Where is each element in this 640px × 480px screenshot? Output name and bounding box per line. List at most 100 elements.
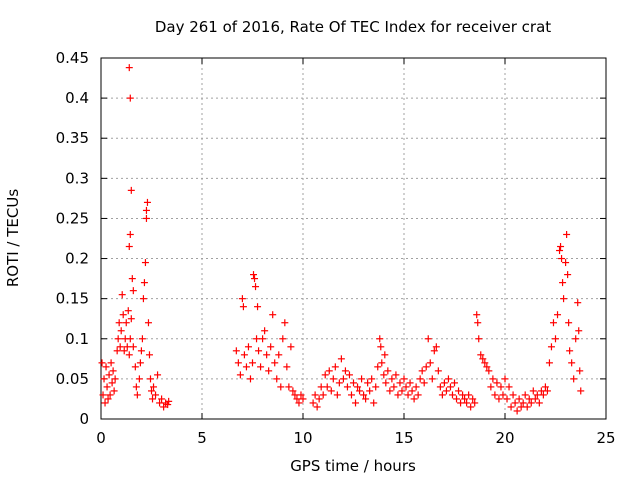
data-point [386,387,394,395]
data-point [404,391,412,399]
data-point [142,214,150,222]
data-point [127,186,135,194]
data-point [249,359,256,367]
data-point [406,379,414,387]
data-point [142,206,150,214]
y-tick-label: 0.1 [65,330,89,348]
data-point [137,347,145,355]
data-point [115,319,123,327]
data-point [562,259,570,267]
data-point [321,371,329,379]
data-point [491,391,499,399]
data-point [119,311,127,319]
data-point [511,399,519,407]
data-point [254,303,262,311]
data-point [242,363,250,371]
data-point [459,391,467,399]
data-point [568,359,576,367]
data-point [132,383,140,391]
y-tick-label: 0.45 [56,49,89,67]
data-point [556,247,564,255]
data-point [495,395,503,403]
data-point [317,383,325,391]
data-point [446,383,454,391]
data-point [392,371,400,379]
data-point [394,391,402,399]
data-point [563,230,571,238]
data-point [133,391,141,399]
grid [101,58,606,419]
data-point [124,307,132,315]
data-point [327,387,335,395]
data-point [291,391,299,399]
data-point [323,383,331,391]
data-point [475,335,483,343]
data-point [574,299,582,307]
data-point [489,375,497,383]
data-point [527,399,535,407]
data-point [533,391,541,399]
y-tick-label: 0 [79,410,89,428]
data-point [146,375,154,383]
data-point [474,319,482,327]
data-point [426,359,434,367]
data-point [396,379,404,387]
data-point [275,351,283,359]
x-tick-label: 15 [394,429,413,447]
data-point [289,387,297,395]
data-point [118,291,126,299]
data-point [380,371,388,379]
x-tick-label: 5 [197,429,207,447]
data-point [253,335,261,343]
data-point [467,403,475,411]
data-point [370,399,378,407]
data-point [154,371,162,379]
data-point [428,375,436,383]
data-point [126,94,134,102]
data-point [398,387,406,395]
data-point [519,399,527,407]
data-point [265,367,273,375]
data-point [408,387,416,395]
data-point [325,367,333,375]
data-point [156,399,164,407]
data-point [493,379,501,387]
data-point [487,383,495,391]
data-point [108,379,116,387]
data-point [560,295,568,303]
data-point [150,383,158,391]
y-tick-label: 0.25 [56,209,89,227]
data-point [402,383,410,391]
data-point [418,367,426,375]
data-point [557,243,565,251]
data-point [116,343,124,351]
data-point [549,319,557,327]
data-point [267,343,275,351]
data-point [368,375,376,383]
data-point [145,351,153,359]
plot-frame [100,57,607,420]
data-point [164,401,172,409]
data-point [234,359,242,367]
data-point [98,359,106,367]
data-point [529,387,537,395]
data-point [114,335,122,343]
data-point [109,367,117,375]
data-point [442,387,450,395]
data-point [360,391,368,399]
data-point [420,379,428,387]
data-point [129,343,137,351]
data-point [554,311,562,319]
data-point [565,319,573,327]
data-point [331,363,339,371]
data-point [309,399,317,407]
data-point [313,403,321,411]
data-point [503,395,511,403]
y-tick-label: 0.2 [65,250,89,268]
data-point [232,347,240,355]
data-point [299,395,307,403]
axis-ticks [100,57,607,420]
data-point [246,375,254,383]
data-point [125,243,133,251]
